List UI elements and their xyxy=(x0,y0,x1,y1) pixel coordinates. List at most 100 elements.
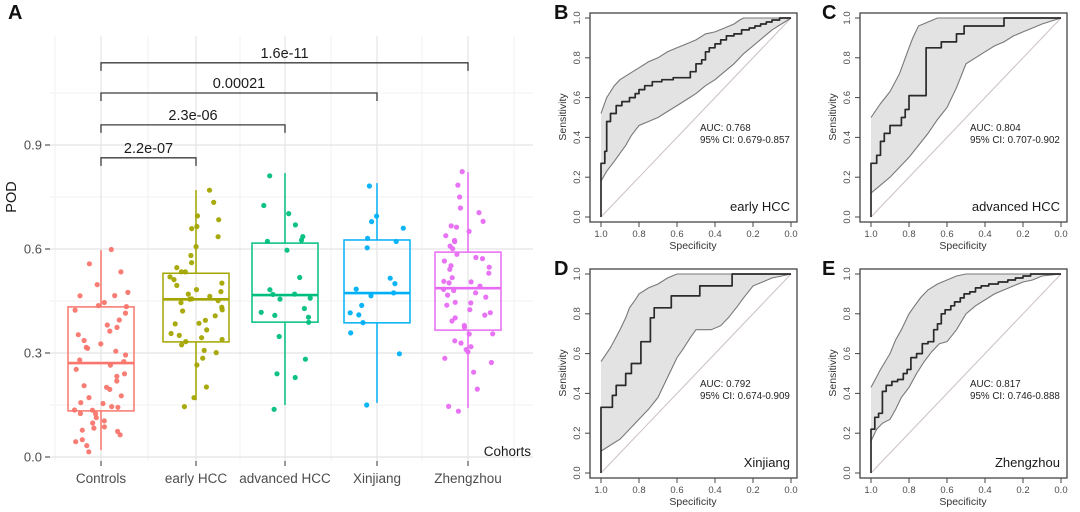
jitter-point xyxy=(78,400,84,406)
ci-lower-line xyxy=(870,273,1062,442)
jitter-point xyxy=(191,395,197,401)
jitter-point xyxy=(108,246,114,253)
panel-b-roc-chart: 1.0 0.8 0.6 0.4 0.2 0.0 0.0 0.2 0.4 0.6 0.8 1.0 Spec… xyxy=(557,11,798,252)
jitter-point xyxy=(356,312,362,318)
jitter-point xyxy=(115,404,121,410)
jitter-point xyxy=(482,312,488,318)
jitter-point xyxy=(204,327,210,333)
jitter-point xyxy=(81,337,87,344)
jitter-point xyxy=(284,247,290,253)
jitter-point xyxy=(84,443,90,449)
jitter-point xyxy=(364,402,370,408)
jitter-point xyxy=(181,404,187,410)
diagonal-reference-line xyxy=(870,273,1062,474)
plot-frame xyxy=(859,12,1068,223)
pvalue-label: 0.00021 xyxy=(213,76,265,92)
jitter-point xyxy=(348,330,354,336)
jitter-point xyxy=(490,331,496,337)
jitter-point xyxy=(359,302,365,308)
jitter-point xyxy=(202,317,208,323)
auc-ci-label: 95% CI: 0.674-0.909 xyxy=(700,391,790,402)
jitter-point xyxy=(486,270,492,276)
pvalue-label: 2.3e-06 xyxy=(168,108,217,124)
jitter-point xyxy=(201,347,207,353)
x-category-label: Xinjiang xyxy=(353,471,401,486)
jitter-point xyxy=(115,428,121,434)
jitter-point xyxy=(104,384,110,390)
jitter-point xyxy=(194,213,201,219)
jitter-point xyxy=(101,299,107,306)
jitter-point xyxy=(185,291,191,297)
y-tick-label: 0.4 xyxy=(572,387,583,400)
jitter-point xyxy=(453,224,460,230)
jitter-point xyxy=(183,339,189,345)
jitter-point xyxy=(121,371,128,377)
jitter-point xyxy=(274,371,280,377)
jitter-point xyxy=(455,408,461,414)
jitter-point xyxy=(196,320,202,326)
y-tick-label: 0.6 xyxy=(24,241,42,256)
jitter-point xyxy=(94,282,100,288)
y-axis-title: POD xyxy=(4,181,20,212)
jitter-point xyxy=(461,322,467,329)
y-axis-title: Sensitivity xyxy=(827,93,839,141)
jitter-point xyxy=(86,261,92,267)
x-tick-label: 0.2 xyxy=(1016,229,1029,240)
plot-frame xyxy=(589,268,798,479)
jitter-point xyxy=(267,287,273,293)
panel-a-boxplot-chart: 0.0 0.3 0.6 0.9 Controls early HCC advanced HC… xyxy=(4,36,533,486)
x-tick-label: 0.4 xyxy=(708,229,721,240)
x-tick-label: 0.2 xyxy=(746,229,759,240)
x-tick-label: 0.8 xyxy=(632,229,645,240)
panel-b-label: B xyxy=(554,2,569,24)
jitter-point xyxy=(264,238,270,244)
jitter-point xyxy=(90,420,96,426)
box xyxy=(251,242,319,323)
jitter-point xyxy=(477,283,483,289)
y-tick-label: 1.0 xyxy=(572,11,583,24)
jitter-point xyxy=(474,386,480,392)
x-tick-label: 0.0 xyxy=(1054,229,1067,240)
jitter-point xyxy=(206,187,213,193)
auc-ci-label: 95% CI: 0.707-0.902 xyxy=(970,135,1060,146)
jitter-point xyxy=(123,352,129,358)
jitter-point xyxy=(167,274,173,280)
x-axis-title: Specificity xyxy=(939,496,987,508)
diagonal-reference-line xyxy=(600,273,792,474)
jitter-point xyxy=(118,269,124,275)
y-tick-label: 0.8 xyxy=(842,307,853,320)
jitter-point xyxy=(83,344,89,350)
cohort-label: early HCC xyxy=(730,199,790,214)
jitter-point xyxy=(306,319,312,325)
jitter-point xyxy=(122,310,129,316)
ci-upper-line xyxy=(600,17,791,114)
panel-e-roc-chart: 1.0 0.8 0.6 0.4 0.2 0.0 0.0 0.2 0.4 0.6 0.8 1.0 Spec… xyxy=(827,267,1068,508)
pvalue-bracket xyxy=(100,62,469,71)
x-tick-label: 0.2 xyxy=(1016,485,1029,496)
jitter-point xyxy=(452,315,458,321)
jitter-point xyxy=(353,286,359,292)
jitter-point xyxy=(449,275,455,281)
jitter-point xyxy=(182,269,188,275)
y-tick-label: 0.4 xyxy=(842,131,853,144)
box xyxy=(343,239,411,324)
jitter-point xyxy=(292,222,298,228)
y-tick-label: 0.3 xyxy=(24,345,42,360)
jitter-point xyxy=(301,305,307,312)
jitter-point xyxy=(369,219,375,225)
panel-d-label: D xyxy=(554,258,569,280)
jitter-point xyxy=(189,260,195,266)
jitter-point xyxy=(368,293,374,299)
x-tick-label: 0.4 xyxy=(708,485,721,496)
jitter-point xyxy=(305,314,312,320)
x-category-label: early HCC xyxy=(165,471,228,486)
ci-upper-line xyxy=(870,17,1061,118)
jitter-point xyxy=(441,258,447,264)
roc-curve xyxy=(870,17,1061,217)
jitter-point xyxy=(73,439,79,445)
x-tick-label: 1.0 xyxy=(864,485,877,496)
x-category-label: Zhengzhou xyxy=(434,471,502,486)
jitter-point xyxy=(452,299,458,305)
jitter-point xyxy=(276,333,282,340)
jitter-point xyxy=(447,243,453,249)
